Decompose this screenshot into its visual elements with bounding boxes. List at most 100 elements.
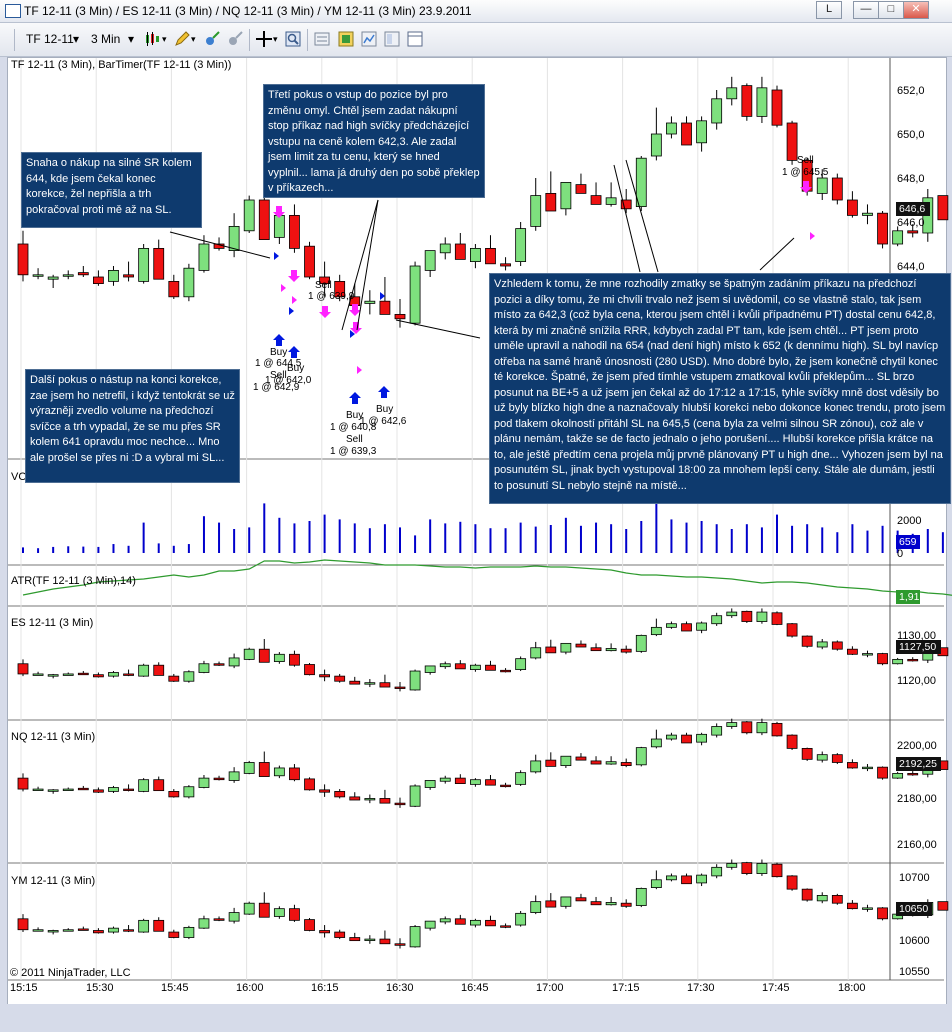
title-bar: TF 12-11 (3 Min) / ES 12-11 (3 Min) / NQ…	[0, 0, 952, 23]
nq-candle	[530, 754, 542, 774]
es-panel-label: ES 12-11 (3 Min)	[11, 617, 94, 629]
ym-candle	[439, 916, 451, 925]
ym-candle	[575, 893, 587, 902]
es-candle	[605, 643, 617, 652]
tf-axis-tick: 652,0	[897, 85, 925, 97]
ym-candle	[696, 873, 707, 887]
nq-candle	[424, 780, 436, 790]
es-candle	[47, 673, 59, 679]
instrument-dropdown-icon[interactable]: ▾	[73, 32, 80, 46]
annotation-note[interactable]: Vzhledem k tomu, že mne rozhodily zmatky…	[489, 273, 951, 504]
zoom-icon[interactable]	[285, 31, 301, 47]
annotation-note[interactable]: Další pokus o nástup na konci korekce, z…	[25, 369, 240, 483]
es-candle	[258, 639, 270, 663]
interval-dropdown-icon[interactable]: ▾	[128, 32, 135, 46]
ym-candle	[424, 920, 436, 931]
tf-candle	[892, 226, 904, 247]
nq-candle	[319, 784, 331, 797]
annotation-note[interactable]: Třetí pokus o vstup do pozice byl pro zm…	[263, 84, 485, 198]
time-label: 17:00	[536, 982, 564, 994]
add-indicator-icon[interactable]	[204, 31, 220, 47]
data-series-icon[interactable]	[314, 31, 330, 47]
time-label: 17:30	[687, 982, 715, 994]
ym-candle	[108, 926, 119, 934]
nq-candle	[650, 729, 662, 749]
buy-arrow-icon	[378, 386, 390, 398]
tf-candle	[635, 156, 647, 211]
interval-selector[interactable]: 3 Min	[91, 32, 121, 46]
nq-candle	[304, 777, 315, 791]
tf-candle	[424, 250, 436, 277]
ym-candle	[681, 873, 692, 885]
ym-candle	[454, 914, 466, 925]
toolbar-separator	[307, 29, 308, 51]
ym-candle	[786, 875, 798, 891]
panel-layout-icon[interactable]	[407, 31, 423, 47]
tf-candle	[681, 116, 692, 146]
es-candle	[816, 639, 828, 650]
candlestick-style-icon[interactable]	[144, 31, 160, 47]
ym-candle	[635, 887, 647, 908]
toolbar-grip	[14, 29, 15, 51]
ym-candles	[17, 859, 949, 949]
ym-candle	[394, 938, 406, 949]
link-button[interactable]: L	[816, 1, 842, 19]
ym-candle	[590, 896, 602, 906]
es-candle	[243, 647, 255, 661]
tf-candle	[786, 120, 798, 165]
drawing-dropdown-icon[interactable]: ▾	[191, 34, 196, 44]
tf-axis-tick: 648,0	[897, 173, 925, 185]
crosshair-icon[interactable]	[256, 31, 272, 47]
es-candle	[454, 660, 466, 670]
tf-candle	[439, 237, 451, 260]
ym-candle	[243, 901, 255, 915]
sell-arrow-icon	[273, 206, 285, 218]
ym-candle	[258, 892, 270, 918]
time-label: 15:30	[86, 982, 114, 994]
es-candle	[771, 611, 783, 626]
annotation-note[interactable]: Snaha o nákup na silné SR kolem 644, kde…	[21, 152, 202, 228]
nq-candle	[379, 789, 391, 804]
ym-axis-tick: 10700	[899, 872, 930, 884]
pencil-drawing-icon[interactable]	[174, 31, 190, 47]
ym-candle	[62, 928, 74, 932]
ym-candle	[605, 896, 617, 906]
execution-label: Buy	[270, 347, 288, 358]
ym-candle	[771, 862, 783, 878]
es-candle	[696, 621, 707, 634]
tf-candle	[228, 213, 240, 258]
tf-candle	[756, 76, 768, 123]
close-button[interactable]: ✕	[903, 1, 929, 19]
tf-candle	[666, 116, 677, 139]
nq-candle	[198, 774, 210, 789]
nq-candle	[590, 756, 602, 765]
nq-panel-label: NQ 12-11 (3 Min)	[11, 731, 96, 743]
nq-candle	[892, 771, 904, 779]
time-label: 17:45	[762, 982, 790, 994]
window-bottom-frame	[0, 1004, 952, 1032]
time-label: 15:15	[10, 982, 38, 994]
ym-candle	[273, 906, 285, 919]
chart-style-dropdown-icon[interactable]: ▾	[162, 34, 167, 44]
tf-candle	[560, 181, 572, 216]
tf-candle	[168, 274, 180, 299]
chart-trader-icon[interactable]	[384, 31, 400, 47]
annotation-pointer	[341, 199, 379, 331]
tf-candle	[485, 235, 496, 265]
minimize-button[interactable]: —	[853, 1, 879, 19]
es-candle	[711, 612, 723, 626]
chart-properties-icon[interactable]	[361, 31, 377, 47]
tf-candle	[590, 182, 602, 205]
es-candle	[741, 610, 753, 623]
es-candle	[273, 652, 285, 664]
execution-label: Buy	[376, 404, 394, 415]
strategies-icon[interactable]	[338, 31, 354, 47]
remove-indicator-icon[interactable]	[227, 31, 243, 47]
nq-candles	[17, 718, 949, 808]
instrument-selector[interactable]: TF 12-11	[26, 32, 74, 46]
tf-candle	[364, 290, 376, 315]
ym-candle	[650, 870, 662, 890]
es-candle	[424, 665, 436, 675]
ym-candle	[198, 915, 210, 929]
crosshair-dropdown-icon[interactable]: ▾	[273, 34, 278, 44]
